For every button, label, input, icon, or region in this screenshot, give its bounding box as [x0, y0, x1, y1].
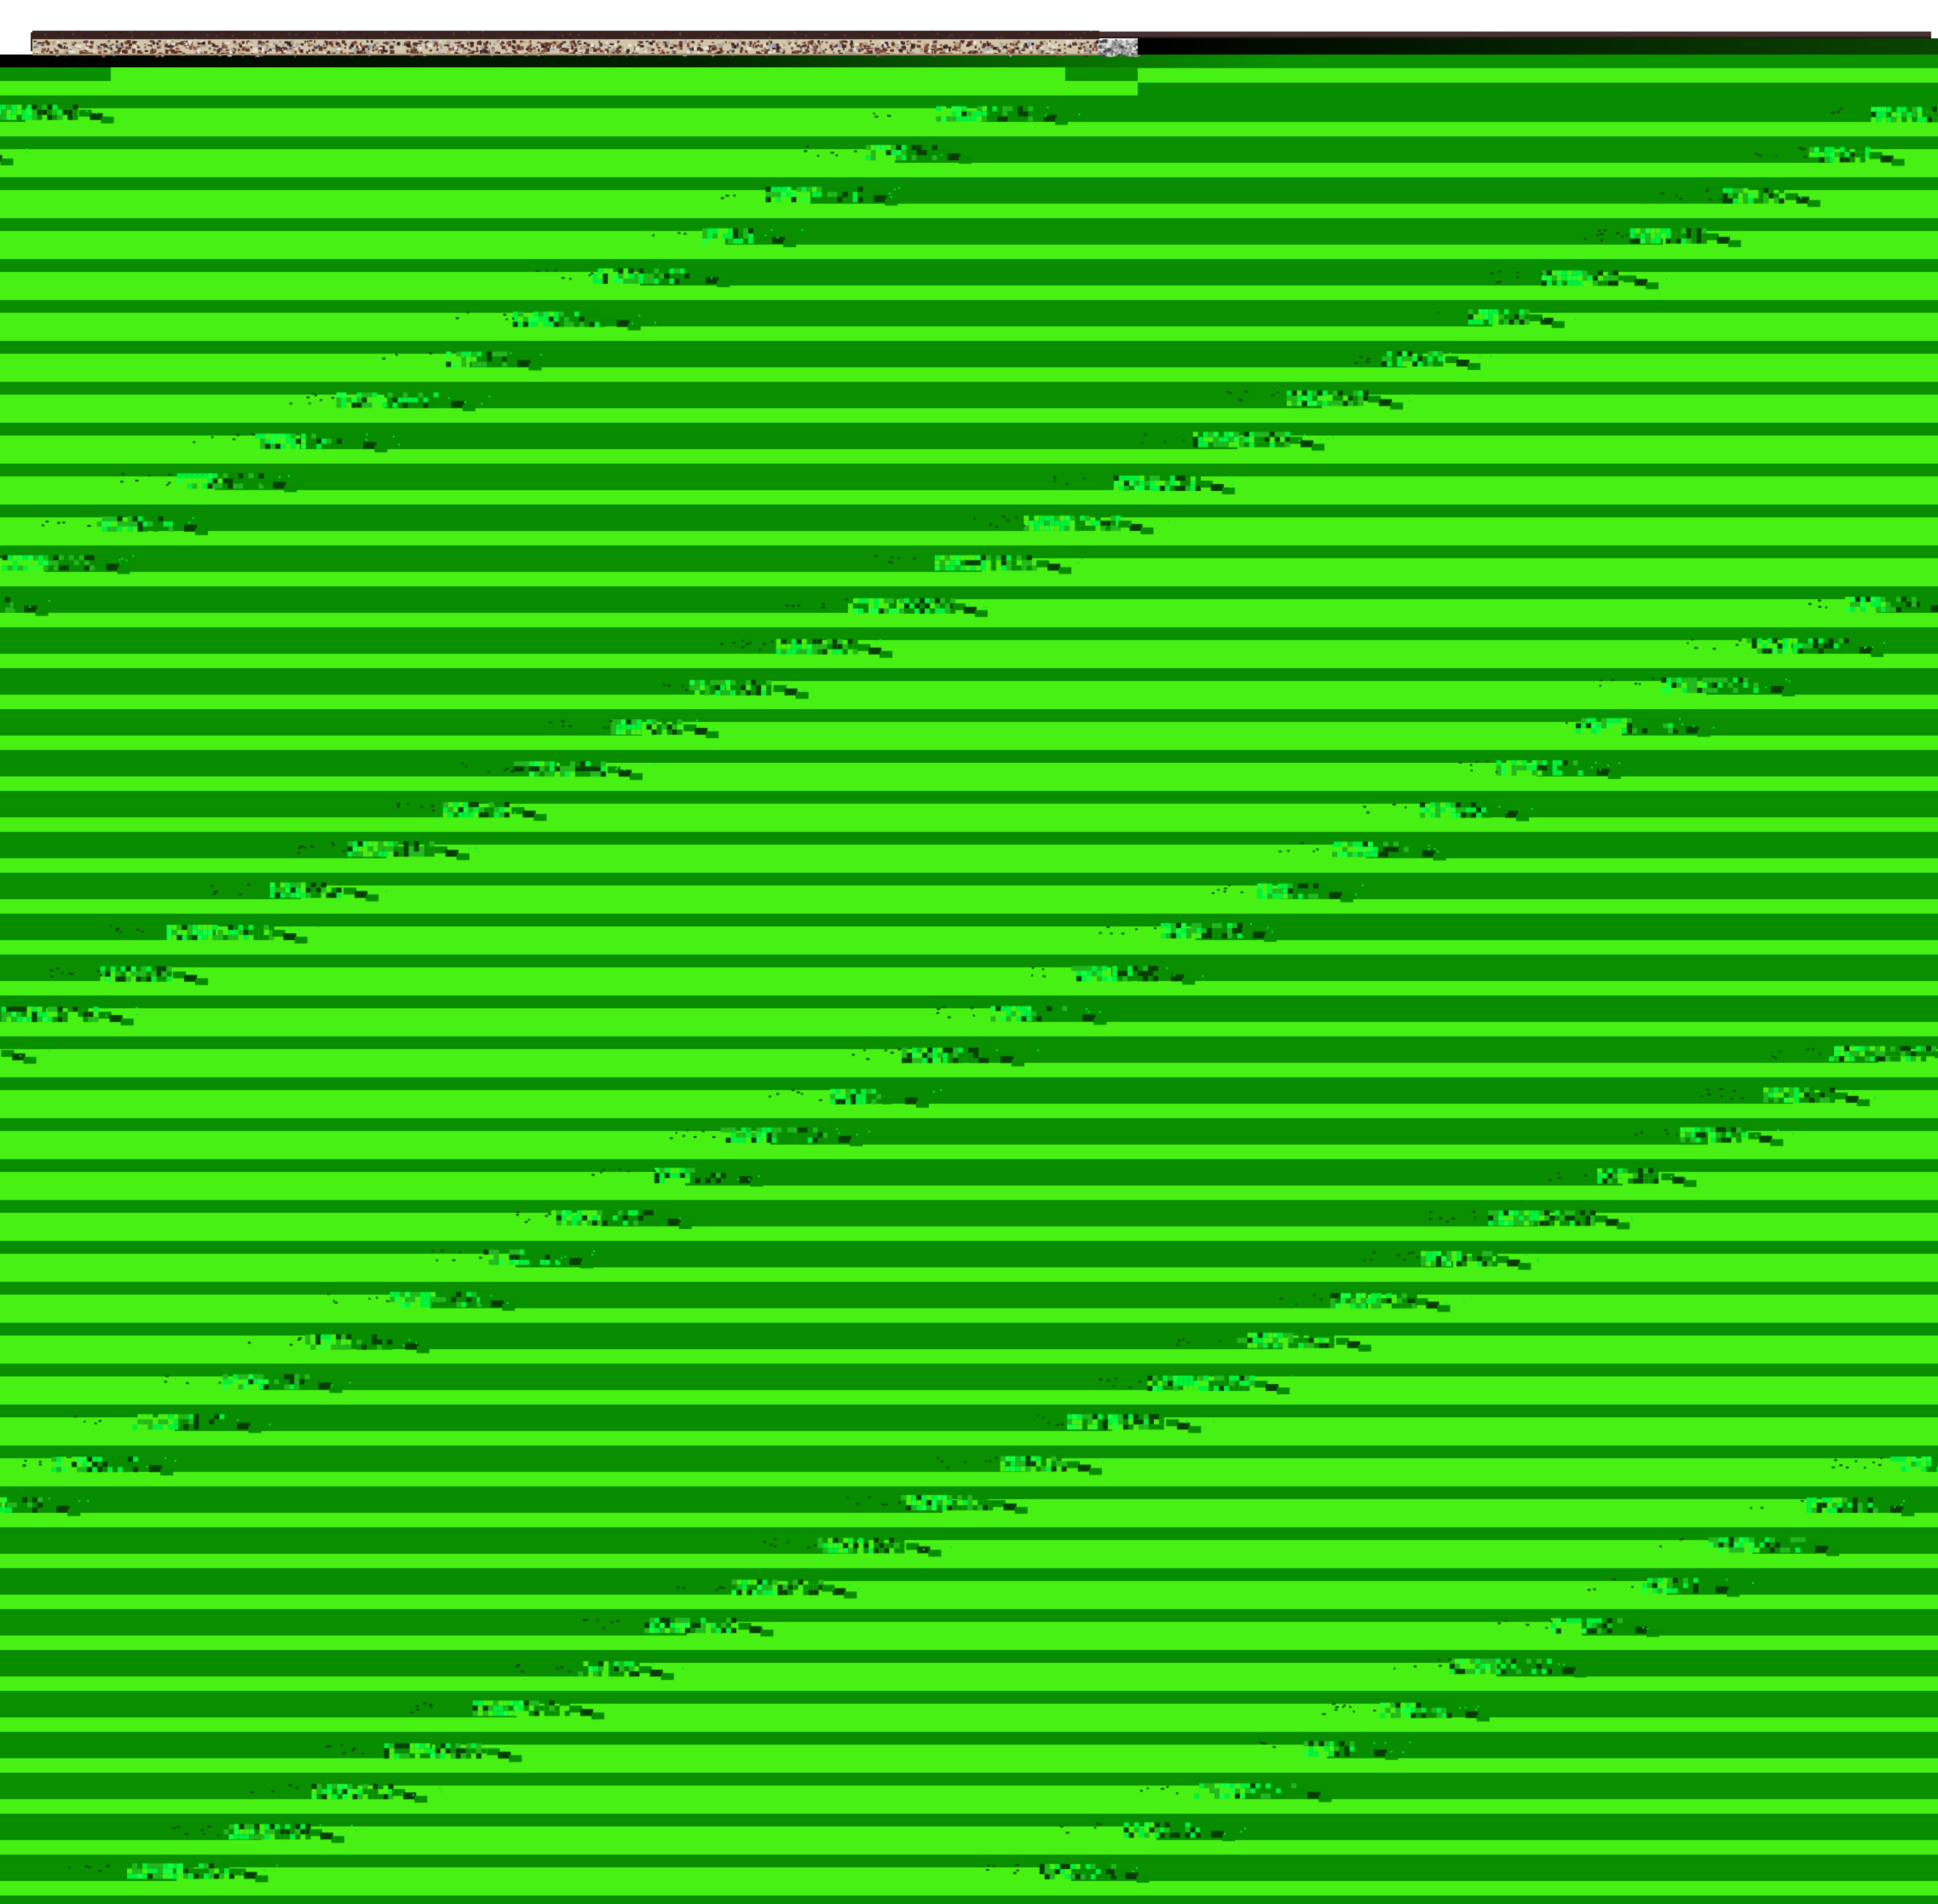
glitched-photo-screen [0, 0, 1938, 1904]
corrupted-carpet-photo [0, 0, 1938, 1904]
